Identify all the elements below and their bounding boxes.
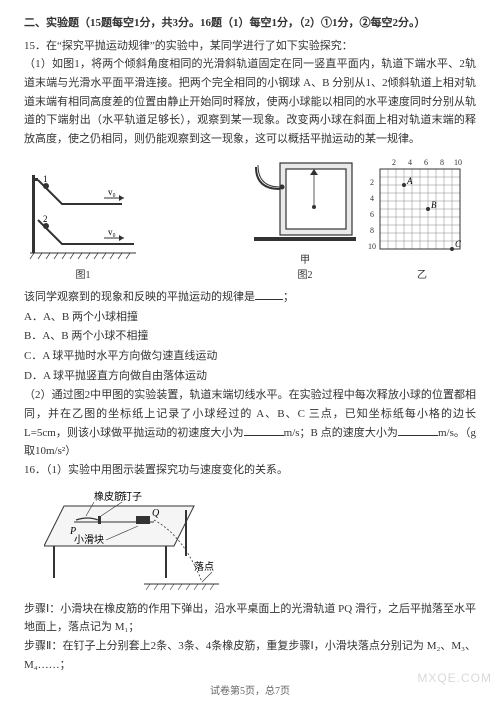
figure-row: 1 v₀ 2 v₀ 图1: [24, 155, 476, 284]
svg-text:8: 8: [440, 158, 444, 167]
option-D: D．A 球平抛竖直方向做自由落体运动: [24, 367, 476, 386]
q15-options: A．A、B 两个小球相撞 B．A、B 两个小球不相撞 C．A 球平抛时水平方向做…: [24, 308, 476, 386]
svg-text:4: 4: [408, 158, 412, 167]
svg-text:A: A: [406, 176, 413, 186]
svg-text:6: 6: [370, 210, 374, 219]
svg-text:4: 4: [370, 194, 374, 203]
q15-observe: 该同学观察到的现象和反映的平抛运动的规律是；: [24, 288, 476, 307]
option-A: A．A、B 两个小球相撞: [24, 308, 476, 327]
slider-label: 小滑块: [74, 534, 104, 546]
svg-text:10: 10: [368, 242, 376, 251]
fig2-label: 图2: [250, 267, 360, 284]
figure2b: 2 4 6 8 10 2 4 6 8 10: [368, 157, 476, 284]
watermark: MXQE.COM: [417, 668, 492, 688]
q15-part2: （2）通过图2中甲图的实验装置，轨道末端切线水平。在实验过程中每次释放小球的位置…: [24, 386, 476, 461]
v0-label-2: v₀: [108, 227, 116, 237]
svg-text:8: 8: [370, 226, 374, 235]
v0-label-1: v₀: [108, 187, 116, 197]
fig1-label: 图1: [24, 267, 142, 284]
land-label: 落点: [194, 561, 214, 573]
svg-text:6: 6: [424, 158, 428, 167]
svg-text:2: 2: [43, 214, 48, 224]
rubber-label: 橡皮筋: [94, 490, 124, 503]
option-C: C．A 球平抛时水平方向做匀速直线运动: [24, 347, 476, 366]
figure1: 1 v₀ 2 v₀ 图1: [24, 170, 142, 284]
section-header: 二、实验题（15题每空1分，共3分。16题（1）每空1分，（2）①1分，②每空2…: [24, 14, 476, 33]
q16-step1: 步骤Ⅰ：小滑块在橡皮筋的作用下弹出，沿水平桌面上的光滑轨道 PQ 滑行，之后平抛…: [24, 600, 476, 637]
figure2a: 甲 图2: [250, 155, 360, 284]
q16-intro: 16．（1）实验中用图示装置探究功与速度变化的关系。: [24, 461, 476, 480]
fig2b-label: 乙: [368, 267, 476, 284]
svg-text:C: C: [455, 239, 462, 249]
option-B: B．A、B 两个小球不相撞: [24, 327, 476, 346]
svg-text:2: 2: [370, 178, 374, 187]
svg-text:B: B: [431, 200, 437, 210]
svg-text:1: 1: [43, 174, 48, 184]
svg-text:10: 10: [454, 158, 462, 167]
q15-part1: （1）如图1，将两个倾斜角度相同的光滑斜轨道固定在同一竖直平面内，轨道下端水平、…: [24, 55, 476, 148]
svg-text:2: 2: [392, 158, 396, 167]
svg-text:Q: Q: [152, 508, 160, 519]
figure-table: P Q 橡皮筋 钉子 小滑块 落点: [44, 486, 476, 596]
q15-intro: 15．在“探究平抛运动规律”的实验中，某同学进行了如下实验探究：: [24, 37, 476, 56]
nail-label: 钉子: [122, 491, 142, 503]
q16-step2: 步骤Ⅱ：在钉子上分别套上2条、3条、4条橡皮筋，重复步骤Ⅰ，小滑块落点分别记为 …: [24, 637, 476, 674]
